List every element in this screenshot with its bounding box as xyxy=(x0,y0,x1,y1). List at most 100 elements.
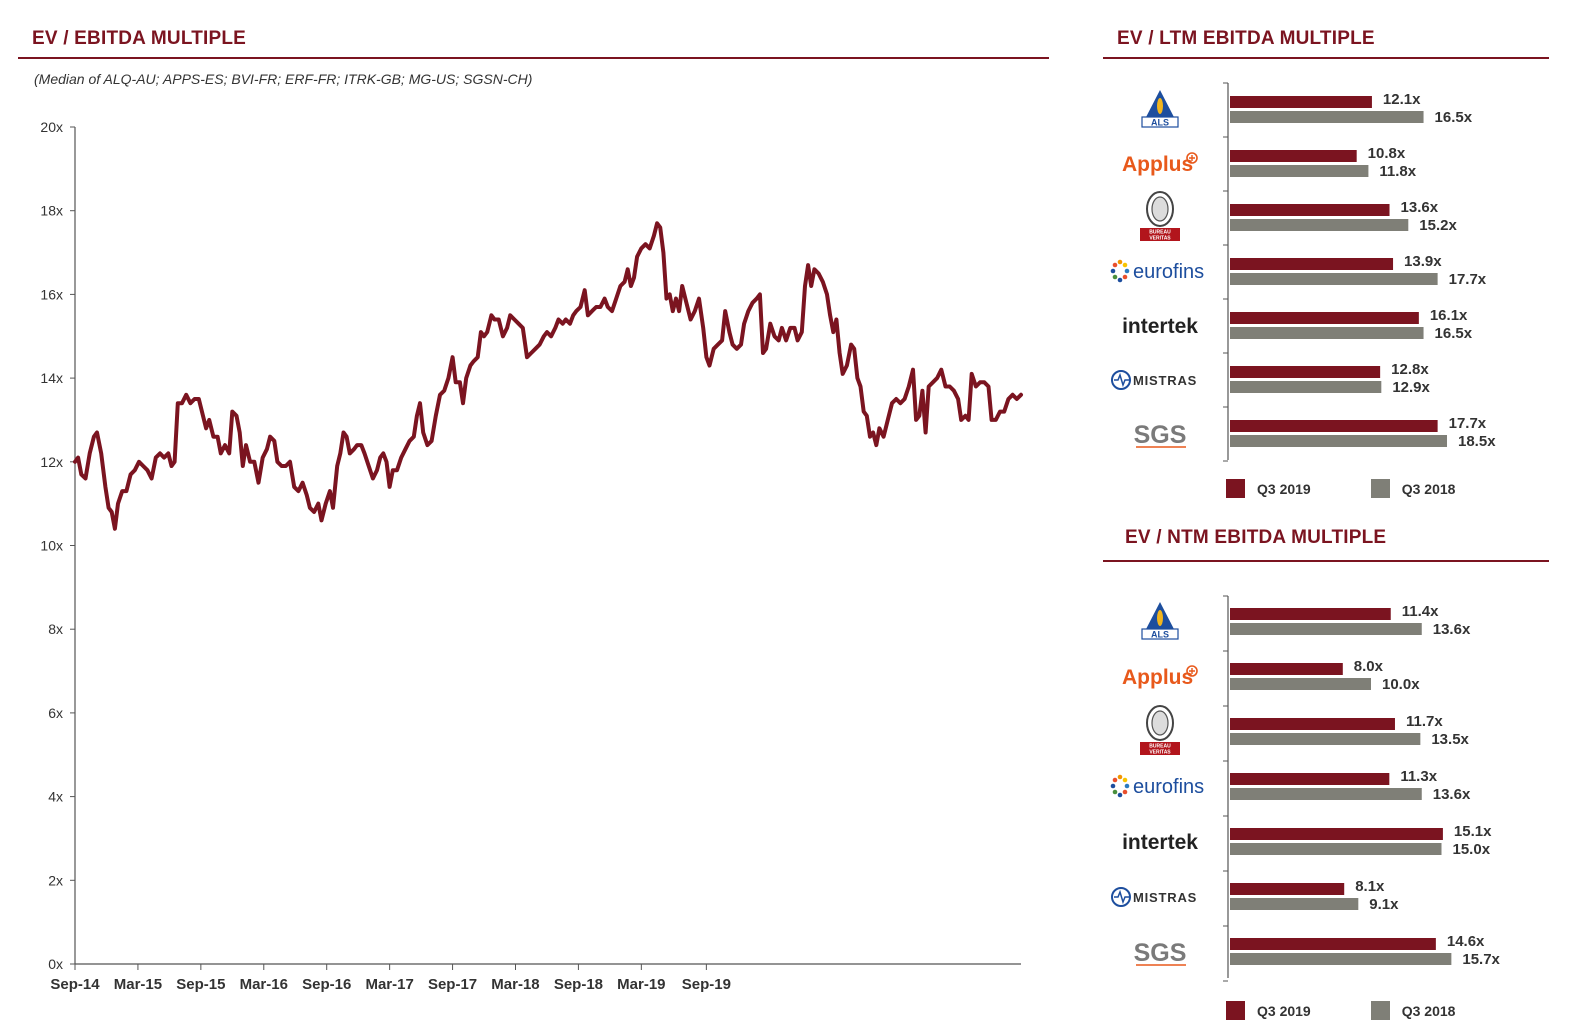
bar-q3-2018 xyxy=(1230,327,1424,339)
ntm-legend-label-q3-2018: Q3 2018 xyxy=(1401,1002,1456,1019)
y-tick-label: 12x xyxy=(40,454,63,470)
als-logo-text: ALS xyxy=(1151,630,1169,640)
bar-q3-2019 xyxy=(1230,663,1343,675)
bar-label-q3-2018: 16.5x xyxy=(1435,325,1473,342)
eurofins-dot xyxy=(1117,774,1123,780)
bar-label-q3-2018: 12.9x xyxy=(1392,379,1430,396)
x-tick-label: Mar-16 xyxy=(240,976,288,993)
ntm-title-rule xyxy=(1103,560,1549,562)
bar-label-q3-2019: 17.7x xyxy=(1449,415,1487,432)
x-tick-label: Sep-15 xyxy=(176,976,225,993)
eurofins-dot xyxy=(1122,789,1128,795)
eurofins-dot xyxy=(1112,262,1118,268)
ntm-legend-label-q3-2019: Q3 2019 xyxy=(1257,1002,1311,1019)
eurofins-dot xyxy=(1117,259,1123,265)
applus-plus-sign xyxy=(1189,668,1195,674)
y-tick-label: 6x xyxy=(48,705,63,721)
bar-q3-2018 xyxy=(1230,219,1409,231)
ltm-legend: Q3 2019 Q3 2018 xyxy=(1226,479,1455,498)
bar-label-q3-2018: 13.6x xyxy=(1433,786,1471,803)
applus-logo-text: Applus xyxy=(1122,153,1193,176)
ltm-legend-label-q3-2019: Q3 2019 xyxy=(1257,480,1311,497)
y-tick-label: 14x xyxy=(40,370,63,386)
eurofins-dot xyxy=(1124,783,1130,789)
bv-logo-text: BUREAU xyxy=(1149,230,1171,236)
applus-logo-text: Applus xyxy=(1122,666,1193,689)
bar-label-q3-2019: 16.1x xyxy=(1430,307,1468,324)
bar-q3-2019 xyxy=(1230,258,1394,270)
eurofins-logo-icon: eurofins xyxy=(1110,774,1204,798)
als-label-box xyxy=(1141,628,1179,640)
applus-logo-icon: Applus xyxy=(1122,665,1198,689)
bv-label-box xyxy=(1140,742,1180,755)
bar-label-q3-2018: 10.0x xyxy=(1382,676,1420,693)
bar-q3-2019 xyxy=(1230,883,1345,895)
bar-q3-2019 xyxy=(1230,608,1391,620)
eurofins-logo-text: eurofins xyxy=(1133,261,1204,283)
applus-plus-circle xyxy=(1186,152,1198,164)
bar-q3-2019 xyxy=(1230,938,1436,950)
y-tick-label: 0x xyxy=(48,956,63,972)
bar-q3-2018 xyxy=(1230,898,1359,910)
applus-plus-sign xyxy=(1189,155,1195,161)
sgs-logo-text: SGS xyxy=(1134,421,1187,449)
bar-label-q3-2018: 9.1x xyxy=(1369,896,1399,913)
eurofins-dot xyxy=(1112,777,1118,783)
left-title-rule xyxy=(18,57,1049,59)
left-chart-subtitle: (Median of ALQ-AU; APPS-ES; BVI-FR; ERF-… xyxy=(34,71,533,87)
bar-label-q3-2019: 10.8x xyxy=(1368,145,1406,162)
bar-q3-2019 xyxy=(1230,420,1438,432)
x-tick-label: Sep-18 xyxy=(554,976,603,993)
bar-q3-2018 xyxy=(1230,111,1424,123)
bar-q3-2019 xyxy=(1230,204,1390,216)
eurofins-dot xyxy=(1122,262,1128,268)
eurofins-dot xyxy=(1124,268,1130,274)
bar-label-q3-2019: 8.1x xyxy=(1355,878,1385,895)
ntm-legend-q3-2018: Q3 2018 xyxy=(1370,1001,1456,1020)
sgs-logo-icon: SGS xyxy=(1134,421,1187,449)
y-tick-label: 16x xyxy=(40,286,63,302)
eurofins-dot xyxy=(1110,783,1116,789)
bv-logo-text: BUREAU xyxy=(1149,744,1171,750)
als-label-box xyxy=(1141,116,1179,128)
bv-seal-inner xyxy=(1151,196,1169,222)
mistras-logo-icon: MISTRAS xyxy=(1111,370,1196,390)
ntm-chart-title: EV / NTM EBITDA MULTIPLE xyxy=(1125,527,1387,548)
bar-label-q3-2019: 13.6x xyxy=(1401,199,1439,216)
sgs-logo-text: SGS xyxy=(1134,939,1187,967)
eurofins-dot xyxy=(1112,274,1118,280)
y-tick-label: 18x xyxy=(40,203,63,219)
bar-q3-2018 xyxy=(1230,733,1421,745)
ntm-legend-swatch-q3-2018 xyxy=(1370,1001,1390,1020)
bar-label-q3-2019: 12.1x xyxy=(1383,91,1421,108)
bar-q3-2018 xyxy=(1230,435,1448,447)
bar-q3-2019 xyxy=(1230,366,1381,378)
bar-label-q3-2018: 13.5x xyxy=(1431,731,1469,748)
eurofins-logo-text: eurofins xyxy=(1133,776,1204,798)
ltm-legend-q3-2019: Q3 2019 xyxy=(1226,479,1311,498)
y-tick-label: 20x xyxy=(40,119,63,135)
y-tick-label: 8x xyxy=(48,621,63,637)
ntm-bar-chart: 11.4x13.6xALS8.0x10.0xApplus11.7x13.5xBU… xyxy=(1110,595,1501,982)
eurofins-dot xyxy=(1110,268,1116,274)
eurofins-logo-icon: eurofins xyxy=(1110,259,1204,283)
bar-q3-2019 xyxy=(1230,718,1395,730)
ltm-legend-swatch-q3-2018 xyxy=(1370,479,1390,498)
bar-label-q3-2018: 13.6x xyxy=(1433,621,1471,638)
bar-q3-2019 xyxy=(1230,150,1357,162)
bar-label-q3-2019: 11.4x xyxy=(1402,603,1439,620)
ntm-legend: Q3 2019 Q3 2018 xyxy=(1226,1001,1455,1020)
intertek-logo-text: intertek xyxy=(1122,831,1198,854)
bar-q3-2018 xyxy=(1230,843,1442,855)
intertek-logo-icon: intertek xyxy=(1122,315,1198,338)
bar-q3-2018 xyxy=(1230,953,1452,965)
bv-seal-inner xyxy=(1151,710,1169,736)
bar-label-q3-2018: 15.7x xyxy=(1462,951,1500,968)
ltm-title-rule xyxy=(1103,57,1549,59)
bar-label-q3-2019: 8.0x xyxy=(1354,658,1384,675)
bar-label-q3-2019: 14.6x xyxy=(1447,933,1485,950)
als-flame-shape xyxy=(1157,98,1163,114)
